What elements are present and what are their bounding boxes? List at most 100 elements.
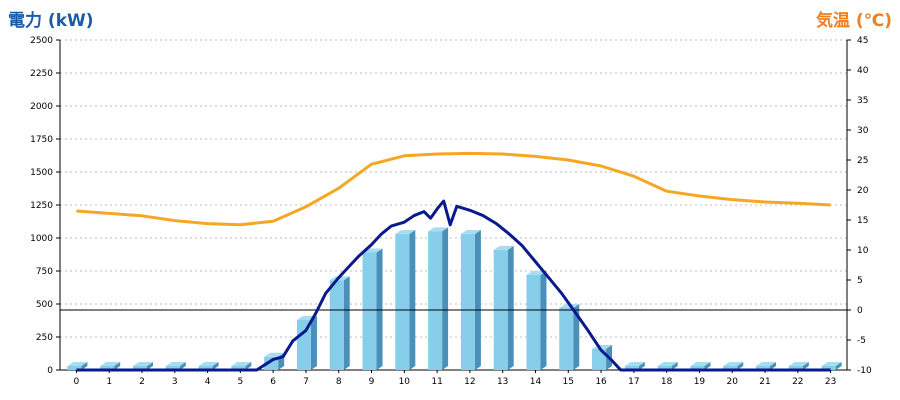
bar-side <box>770 362 777 370</box>
x-tick-label: 22 <box>792 377 803 387</box>
bar-side <box>802 362 809 370</box>
x-tick-label: 4 <box>205 377 211 387</box>
line-series <box>60 151 847 372</box>
bar-front <box>100 366 115 370</box>
right-tick-label: 15 <box>857 216 868 226</box>
x-tick-label: 3 <box>172 377 178 387</box>
bar-side <box>442 227 449 370</box>
bar-side <box>81 362 88 370</box>
bar-top <box>165 362 186 366</box>
bar <box>165 362 186 370</box>
power-line <box>76 199 831 372</box>
bar-top <box>395 230 416 235</box>
bar-side <box>737 362 744 370</box>
bar-front <box>460 234 475 370</box>
bar-side <box>343 276 350 370</box>
bar-front <box>690 366 705 370</box>
bar-top <box>231 362 252 366</box>
bar-top <box>198 362 219 366</box>
bar-side <box>474 230 481 370</box>
bar <box>428 227 449 370</box>
bar <box>132 362 153 370</box>
x-tick-label: 20 <box>727 377 739 387</box>
bar <box>821 362 842 370</box>
bar <box>231 362 252 370</box>
bar-front <box>657 366 672 370</box>
bar-top <box>67 362 88 366</box>
bar-side <box>638 362 645 370</box>
tick-labels: 02505007501000125015001750200022502500-1… <box>30 36 872 387</box>
bar-side <box>573 303 580 370</box>
x-tick-label: 18 <box>661 377 673 387</box>
x-tick-label: 13 <box>497 377 508 387</box>
bar-top <box>821 362 842 366</box>
bar <box>296 315 317 370</box>
right-tick-label: -10 <box>857 366 872 376</box>
bar-side <box>835 362 842 370</box>
bar-side <box>179 362 186 370</box>
bar-side <box>310 315 317 370</box>
left-tick-label: 250 <box>36 333 53 343</box>
bar-front <box>296 319 311 370</box>
x-tick-label: 21 <box>759 377 770 387</box>
bar <box>657 362 678 370</box>
bar-side <box>245 362 252 370</box>
bar-top <box>788 362 809 366</box>
x-tick-label: 15 <box>563 377 574 387</box>
bar <box>592 344 613 370</box>
bar-side <box>409 230 416 370</box>
bar <box>788 362 809 370</box>
bar-series <box>67 227 842 370</box>
bar <box>690 362 711 370</box>
x-tick-label: 9 <box>369 377 375 387</box>
right-axis-title: 気温 (℃) <box>815 11 892 31</box>
left-tick-label: 2500 <box>30 36 53 46</box>
bar-top <box>756 362 777 366</box>
x-tick-label: 7 <box>303 377 309 387</box>
right-tick-label: -5 <box>857 336 866 346</box>
bar <box>100 362 121 370</box>
bar <box>264 352 285 370</box>
right-tick-label: 45 <box>857 36 868 46</box>
bar-side <box>114 362 121 370</box>
x-tick-label: 14 <box>530 377 542 387</box>
x-tick-label: 10 <box>399 377 411 387</box>
left-tick-label: 750 <box>36 267 53 277</box>
bar-front <box>395 234 410 370</box>
bar-front <box>756 366 771 370</box>
right-tick-label: 25 <box>857 156 868 166</box>
bar-front <box>198 366 213 370</box>
bar <box>198 362 219 370</box>
x-tick-label: 16 <box>595 377 607 387</box>
bar-side <box>540 270 547 370</box>
bar-front <box>526 274 541 370</box>
bar <box>723 362 744 370</box>
bar-top <box>100 362 121 366</box>
bar <box>460 230 481 370</box>
x-tick-label: 17 <box>628 377 639 387</box>
x-tick-label: 8 <box>336 377 342 387</box>
left-tick-label: 1250 <box>30 201 53 211</box>
left-tick-label: 1500 <box>30 168 53 178</box>
bar-front <box>559 307 574 370</box>
x-tick-label: 1 <box>106 377 112 387</box>
bar-side <box>376 248 383 370</box>
bar-top <box>723 362 744 366</box>
bar <box>362 248 383 370</box>
right-tick-label: 40 <box>857 66 869 76</box>
x-tick-label: 11 <box>431 377 442 387</box>
bar-top <box>526 270 547 275</box>
bar-top <box>132 362 153 366</box>
right-tick-label: 0 <box>857 306 863 316</box>
bar-front <box>231 366 246 370</box>
bar-front <box>362 252 377 370</box>
axes <box>56 39 851 373</box>
bar <box>526 270 547 370</box>
bar <box>329 276 350 370</box>
bar-top <box>428 227 449 232</box>
x-tick-label: 19 <box>694 377 706 387</box>
x-tick-label: 6 <box>270 377 276 387</box>
bar-front <box>624 366 639 370</box>
bar <box>67 362 88 370</box>
